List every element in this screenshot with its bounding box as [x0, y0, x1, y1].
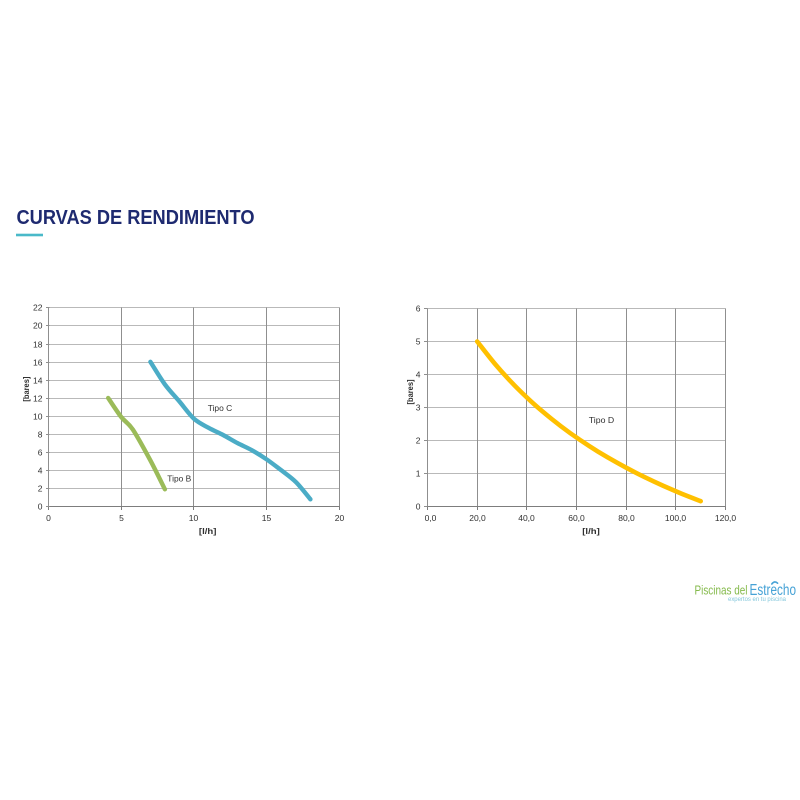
svg-text:16: 16	[33, 357, 43, 367]
svg-text:Tipo B: Tipo B	[167, 473, 191, 483]
svg-text:10: 10	[189, 513, 199, 523]
svg-text:18: 18	[33, 339, 43, 349]
svg-text:4: 4	[38, 465, 43, 475]
svg-text:CURVAS DE RENDIMIENTO: CURVAS DE RENDIMIENTO	[17, 206, 255, 229]
svg-text:6: 6	[416, 303, 421, 313]
svg-text:12: 12	[33, 393, 43, 403]
svg-text:20: 20	[33, 320, 43, 330]
svg-text:Tipo C: Tipo C	[208, 403, 233, 413]
svg-text:[l/h]: [l/h]	[582, 526, 600, 536]
svg-text:4: 4	[416, 369, 421, 379]
svg-text:0,0: 0,0	[425, 513, 437, 523]
svg-text:80,0: 80,0	[618, 513, 635, 523]
svg-text:[l/h]: [l/h]	[199, 526, 217, 536]
svg-text:5: 5	[119, 513, 124, 523]
svg-text:6: 6	[38, 447, 43, 457]
svg-text:0: 0	[46, 513, 51, 523]
svg-text:22: 22	[33, 302, 43, 312]
svg-text:15: 15	[262, 513, 272, 523]
svg-text:Estrecho: Estrecho	[750, 582, 797, 599]
svg-text:60,0: 60,0	[568, 513, 585, 523]
svg-text:2: 2	[416, 435, 421, 445]
svg-text:120,0: 120,0	[715, 513, 737, 523]
svg-text:0: 0	[416, 501, 421, 511]
svg-text:20,0: 20,0	[469, 513, 486, 523]
svg-text:Piscinas del: Piscinas del	[695, 584, 748, 598]
svg-text:Tipo D: Tipo D	[589, 415, 614, 425]
svg-text:14: 14	[33, 375, 43, 385]
svg-text:0: 0	[38, 501, 43, 511]
svg-text:2: 2	[38, 483, 43, 493]
svg-text:8: 8	[38, 429, 43, 439]
svg-text:3: 3	[416, 402, 421, 412]
svg-text:5: 5	[416, 336, 421, 346]
svg-text:expertos en tu piscina: expertos en tu piscina	[728, 596, 787, 603]
svg-text:[bares]: [bares]	[405, 379, 415, 404]
svg-text:40,0: 40,0	[518, 513, 535, 523]
svg-text:100,0: 100,0	[665, 513, 687, 523]
svg-text:1: 1	[416, 468, 421, 478]
svg-text:10: 10	[33, 411, 43, 421]
svg-text:20: 20	[335, 513, 345, 523]
svg-text:[bares]: [bares]	[21, 376, 31, 401]
